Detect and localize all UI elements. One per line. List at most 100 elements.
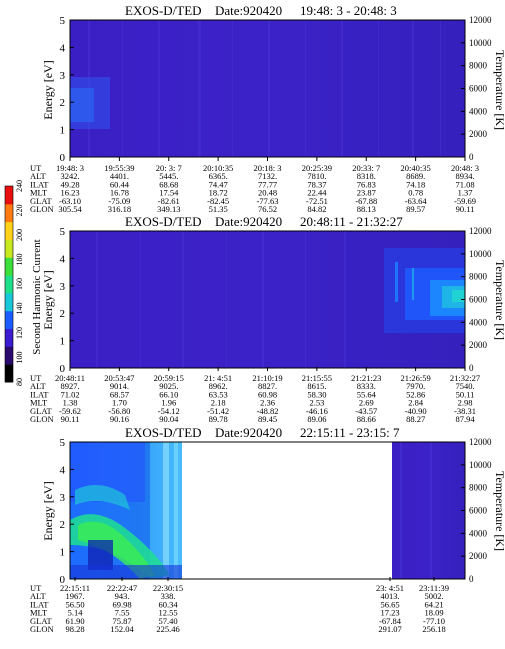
panel-2-table: UTALTILATMLTGLATGLON20:48:118927.71.021.…	[30, 367, 480, 424]
energy-tick-label: 3	[60, 492, 66, 504]
temperature-tick-label: 0	[469, 574, 474, 584]
temperature-tick-label: 8000	[469, 483, 488, 493]
energy-tick-label: 4	[60, 42, 66, 54]
table-cell: 21:15:55	[302, 373, 332, 383]
table-cell: -72.51	[306, 196, 328, 206]
energy-tick-label: 0	[60, 152, 66, 164]
table-cell: 8615.	[307, 381, 326, 391]
temperature-tick-label: 4000	[469, 106, 488, 116]
table-cell: 21:10:19	[252, 373, 282, 383]
energy-tick-label: 0	[60, 363, 66, 375]
panel-1-yticks-left: 0 1 2 3 4 5	[60, 15, 74, 164]
table-cell: -43.57	[355, 406, 377, 416]
colorbar-tick-label: 220	[15, 205, 24, 217]
table-cell: 71.08	[455, 179, 474, 189]
table-cell: 56.65	[380, 599, 399, 609]
table-cell: 88.13	[357, 204, 376, 214]
table-cell: 1.38	[63, 398, 78, 408]
table-row-label: UT	[30, 373, 42, 383]
table-cell: 21:26:59	[401, 373, 431, 383]
table-cell: -46.16	[306, 406, 328, 416]
table-cell: 8318.	[357, 171, 376, 181]
table-cell: 338.	[161, 591, 176, 601]
colorbar-tick-label: 240	[15, 180, 24, 192]
table-cell: 90.04	[159, 414, 179, 424]
table-cell: 943.	[115, 591, 130, 601]
energy-tick-label: 3	[60, 281, 66, 293]
colorbar-frame	[4, 185, 14, 383]
panel-3-ylabel: Energy [eV]	[41, 481, 55, 540]
table-row-label: GLON	[30, 624, 54, 634]
table-cell: 19:48: 3	[56, 163, 84, 173]
table-row-label: GLON	[30, 414, 54, 424]
panel-1-ylabel: Energy [eV]	[41, 60, 55, 119]
temperature-tick-label: 2000	[469, 551, 488, 561]
table-row-label: ALT	[30, 171, 47, 181]
panel-3-date: Date:920420	[215, 425, 282, 440]
table-cell: 2.36	[260, 398, 275, 408]
energy-tick-label: 2	[60, 97, 66, 109]
table-row-label: MLT	[30, 608, 48, 618]
table-cell: 8927.	[60, 381, 79, 391]
table-cell: 68.68	[159, 179, 178, 189]
energy-tick-label: 2	[60, 519, 66, 531]
table-cell: 2.18	[211, 398, 226, 408]
table-cell: 50.11	[456, 389, 475, 399]
table-cell: 22.44	[307, 188, 327, 198]
colorbar-tick-label: 160	[15, 278, 24, 290]
colorbar-tick-label: 120	[15, 327, 24, 339]
temperature-tick-label: 2000	[469, 340, 488, 350]
temperature-tick-label: 12000	[469, 437, 492, 447]
table-cell: 3242.	[60, 171, 79, 181]
table-cell: 2.69	[359, 398, 374, 408]
table-cell: 89.57	[406, 204, 425, 214]
table-cell: 61.90	[65, 616, 84, 626]
table-cell: 23: 4:51	[376, 583, 404, 593]
table-row-label: GLAT	[30, 196, 53, 206]
table-cell: 7540.	[455, 381, 474, 391]
panel-2-time-range: 20:48:11 - 21:32:27	[300, 214, 403, 229]
colorbar-block	[5, 275, 13, 294]
colorbar-tick-label: 100	[15, 352, 24, 364]
table-cell: -77.63	[257, 196, 279, 206]
colorbar-ticks: 80 100 120 140 160 180 200 220 240	[15, 180, 24, 386]
table-cell: 21:32:27	[450, 373, 480, 383]
table-cell: 7970.	[406, 381, 425, 391]
table-row-label: MLT	[30, 398, 48, 408]
panel-3: EXOS-D/TED Date:920420 22:15:11 - 23:15:…	[30, 425, 505, 634]
table-cell: 20:48: 3	[451, 163, 479, 173]
temperature-tick-label: 6000	[469, 84, 488, 94]
table-cell: 89.06	[307, 414, 326, 424]
panel-1-plot-background	[70, 20, 465, 157]
table-cell: 77.77	[258, 179, 277, 189]
table-cell: 17.23	[380, 608, 399, 618]
colorbar-tick-label: 180	[15, 254, 24, 266]
table-row-label: ALT	[30, 381, 47, 391]
table-row-label: ILAT	[30, 389, 49, 399]
colorbar-tick-label: 140	[15, 303, 24, 315]
colorbar-block	[5, 239, 13, 258]
colorbar-block	[5, 310, 13, 330]
panel-2-ylabel-right: Temperature [K]	[493, 260, 505, 340]
table-cell: 21: 4:51	[204, 373, 232, 383]
temperature-tick-label: 0	[469, 152, 474, 162]
table-cell: 71.02	[60, 389, 79, 399]
table-cell: 8333.	[357, 381, 376, 391]
table-cell: -75.09	[108, 196, 130, 206]
table-cell: -40.90	[405, 406, 427, 416]
table-cell: 68.57	[110, 389, 129, 399]
table-cell: -59.69	[454, 196, 476, 206]
table-row-label: GLAT	[30, 406, 53, 416]
temperature-tick-label: 12000	[469, 15, 492, 25]
table-cell: 7.55	[115, 608, 130, 618]
table-cell: 21:21:23	[351, 373, 381, 383]
table-cell: -48.82	[257, 406, 279, 416]
table-cell: 64.21	[424, 599, 443, 609]
panel-3-title: EXOS-D/TED	[125, 425, 202, 440]
panel-3-ylabel-right: Temperature [K]	[493, 471, 505, 551]
table-row-label: MLT	[30, 188, 48, 198]
table-cell: 7132.	[258, 171, 277, 181]
table-cell: 88.66	[357, 414, 376, 424]
energy-tick-label: 1	[60, 547, 66, 559]
